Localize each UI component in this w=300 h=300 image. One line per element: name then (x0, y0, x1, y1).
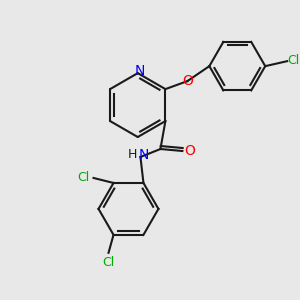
Text: Cl: Cl (102, 256, 115, 269)
Text: Cl: Cl (287, 54, 299, 67)
Text: N: N (135, 64, 145, 78)
Text: O: O (184, 144, 195, 158)
Text: N: N (138, 148, 148, 162)
Text: H: H (128, 148, 137, 161)
Text: Cl: Cl (77, 172, 90, 184)
Text: O: O (182, 74, 193, 88)
